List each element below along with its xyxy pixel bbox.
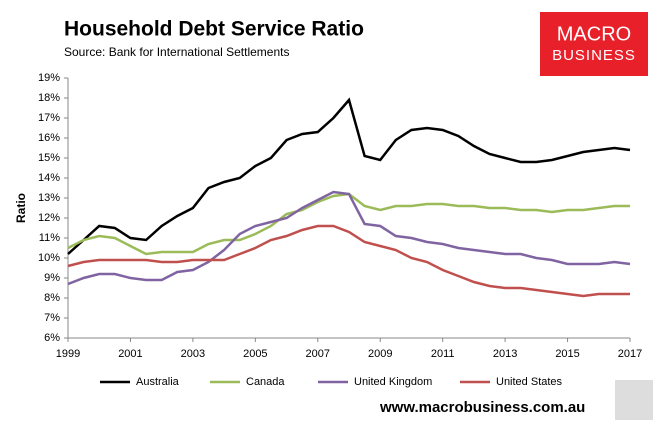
series-line xyxy=(67,190,631,286)
x-tick-label: 2011 xyxy=(431,348,455,360)
logo-text: MACRO xyxy=(557,23,631,45)
chart-subtitle: Source: Bank for International Settlemen… xyxy=(64,45,289,59)
x-tick-label: 2007 xyxy=(306,348,330,360)
x-tick-label: 2009 xyxy=(368,348,392,360)
x-tick-label: 2001 xyxy=(118,348,142,360)
y-tick-label: 16% xyxy=(38,132,60,144)
legend-label: Canada xyxy=(246,376,285,388)
y-tick-label: 9% xyxy=(44,272,60,284)
chart-title: Household Debt Service Ratio xyxy=(64,18,364,41)
series-line xyxy=(67,97,631,255)
x-tick-label: 1999 xyxy=(56,348,80,360)
series-line xyxy=(67,224,630,298)
y-axis-label: Ratio xyxy=(14,193,28,223)
logo-text: BUSINESS xyxy=(552,47,636,64)
y-tick-label: 14% xyxy=(38,172,60,184)
logo-icon xyxy=(615,380,653,420)
y-tick-label: 18% xyxy=(38,92,60,104)
y-tick-label: 10% xyxy=(38,252,60,264)
x-tick-label: 2017 xyxy=(618,348,642,360)
series-line xyxy=(67,192,630,256)
y-tick-label: 13% xyxy=(38,192,60,204)
x-tick-label: 2005 xyxy=(243,348,267,360)
y-tick-label: 11% xyxy=(39,232,60,244)
x-tick-label: 2013 xyxy=(493,348,517,360)
x-tick-label: 2015 xyxy=(555,348,579,360)
y-tick-label: 12% xyxy=(38,212,60,224)
legend-label: United States xyxy=(496,376,563,388)
x-tick-label: 2003 xyxy=(181,348,205,360)
footer: www.macrobusiness.com.au xyxy=(379,399,585,416)
logo-box xyxy=(540,12,648,76)
y-tick-label: 8% xyxy=(44,292,60,304)
y-tick-label: 15% xyxy=(38,152,60,164)
y-tick-label: 19% xyxy=(38,72,60,84)
y-tick-label: 7% xyxy=(44,312,60,324)
legend-label: Australia xyxy=(136,376,180,388)
y-tick-label: 17% xyxy=(38,112,60,124)
legend-label: United Kingdom xyxy=(354,376,432,388)
y-tick-label: 6% xyxy=(44,332,60,344)
